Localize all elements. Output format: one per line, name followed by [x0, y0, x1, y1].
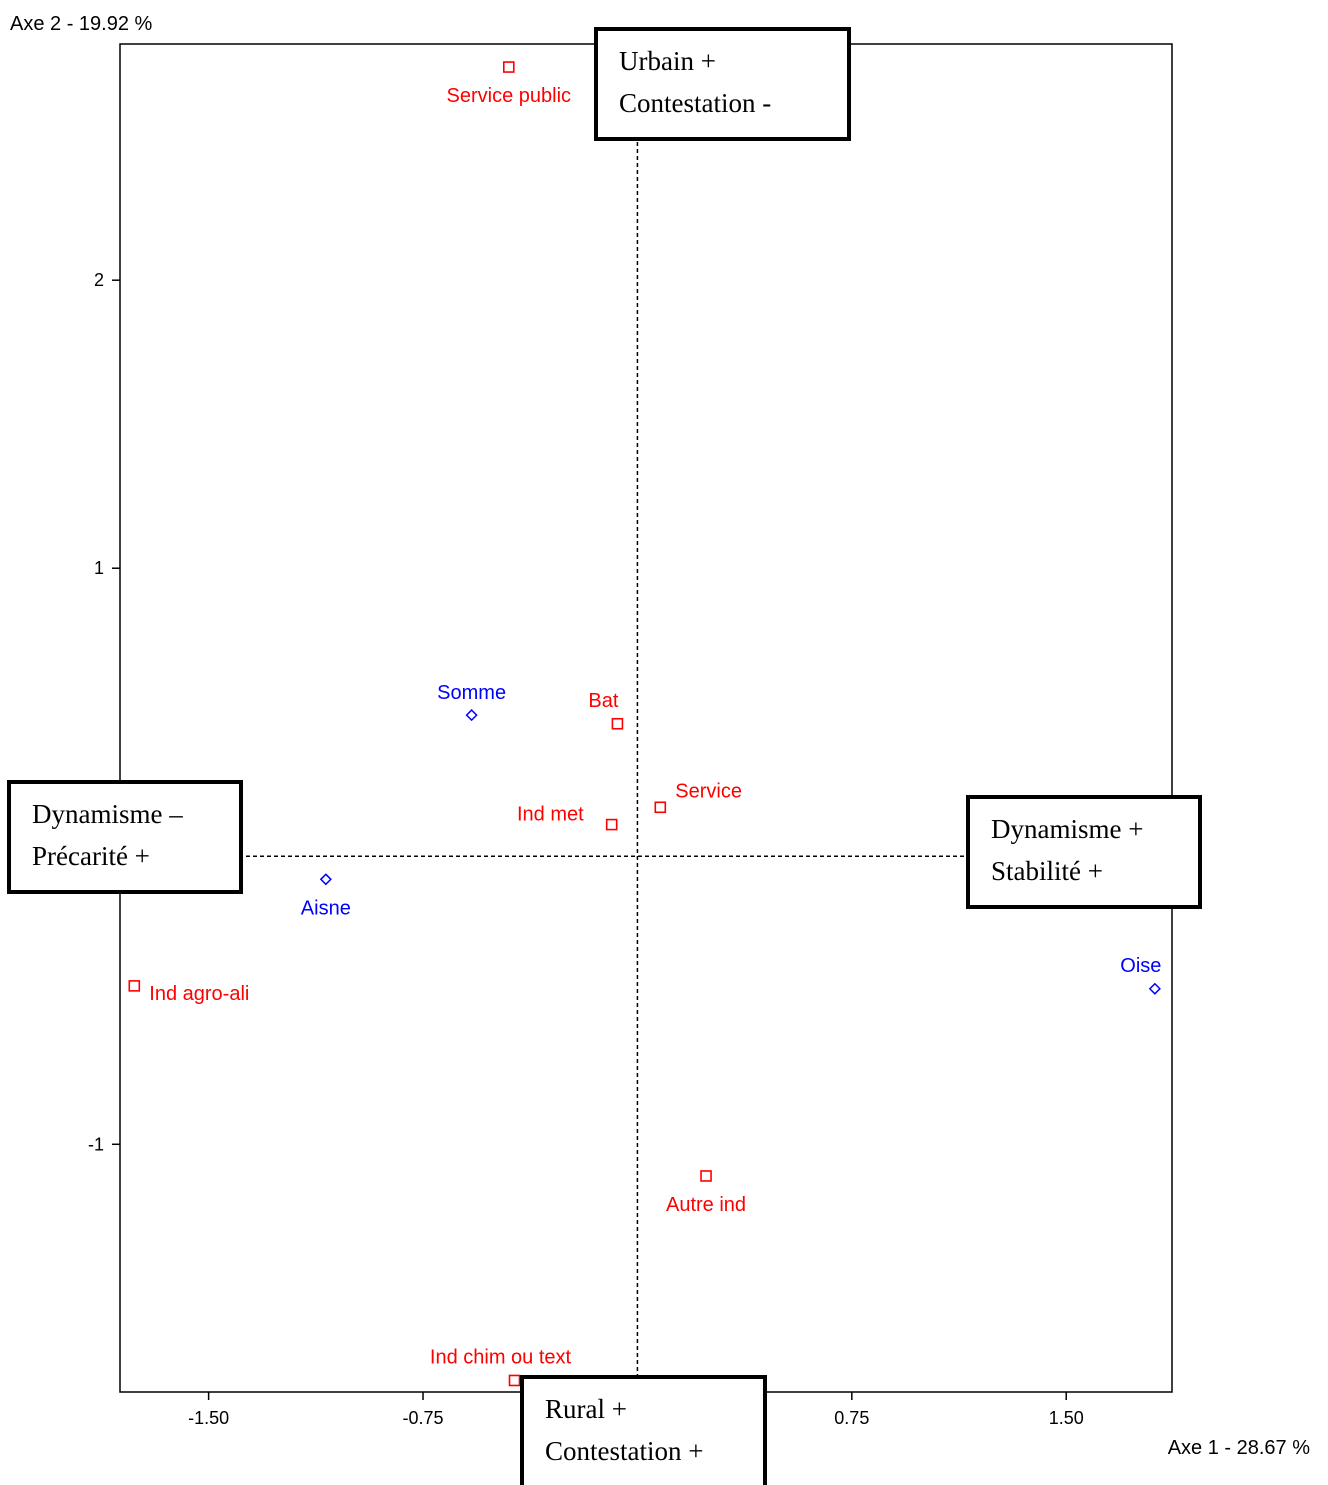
point-label: Service	[675, 780, 742, 802]
axis-ticks: -1.50 -0.75 0.75 1.50 2 1 -1	[88, 270, 1084, 1428]
x-tick-label: -1.50	[188, 1408, 229, 1428]
plot-frame	[119, 43, 1173, 1393]
point-label: Oise	[1120, 955, 1161, 977]
x-tick-label: 1.50	[1049, 1408, 1084, 1428]
y-tick-label: -1	[88, 1134, 104, 1154]
point-label: Ind agro-ali	[149, 983, 249, 1005]
annotation-text-left: Précarité +	[32, 841, 150, 871]
x-axis-title: Axe 1 - 28.67 %	[1168, 1437, 1311, 1459]
point-marker-square	[700, 1170, 712, 1182]
point-label: Autre ind	[666, 1194, 746, 1216]
point-marker-square	[508, 1374, 521, 1387]
point-label: Aisne	[301, 897, 351, 919]
annotation-box-left	[7, 780, 243, 894]
point-label: Bat	[588, 690, 618, 712]
y-tick-label: 2	[94, 270, 104, 290]
point-label: Service public	[447, 85, 572, 107]
annotation-text-left: Dynamisme –	[32, 799, 183, 829]
annotation-text-top: Contestation -	[619, 88, 771, 118]
annotation-text-right: Dynamisme +	[991, 814, 1143, 844]
point-marker-diamond	[319, 873, 332, 886]
data-points: Service public Bat Service Ind met Ind agro-…	[128, 61, 1161, 1387]
point-marker-diamond	[465, 709, 478, 722]
point-marker-square	[502, 61, 515, 73]
y-tick-label: 1	[94, 558, 104, 578]
point-label: Ind chim ou text	[430, 1346, 572, 1368]
annotation-box-top	[594, 27, 851, 141]
annotation-box-right	[966, 795, 1202, 909]
annotation-text-bottom: Rural +	[545, 1394, 627, 1424]
quadrant-annotations: Urbain + Contestation - Dynamisme – Précari…	[7, 27, 1202, 1485]
point-label: Ind met	[517, 804, 584, 826]
point-marker-square	[605, 818, 618, 831]
point-marker-square	[654, 801, 667, 814]
y-axis-title: Axe 2 - 19.92 %	[10, 13, 153, 35]
annotation-box-bottom	[520, 1375, 767, 1485]
point-label: Somme	[437, 682, 506, 704]
point-marker-square	[611, 717, 624, 730]
annotation-text-top: Urbain +	[619, 46, 716, 76]
x-tick-label: -0.75	[403, 1408, 444, 1428]
point-marker-diamond	[1148, 982, 1161, 995]
annotation-text-right: Stabilité +	[991, 856, 1103, 886]
x-tick-label: 0.75	[834, 1408, 869, 1428]
annotation-text-bottom: Contestation +	[545, 1436, 703, 1466]
point-marker-square	[128, 980, 141, 992]
